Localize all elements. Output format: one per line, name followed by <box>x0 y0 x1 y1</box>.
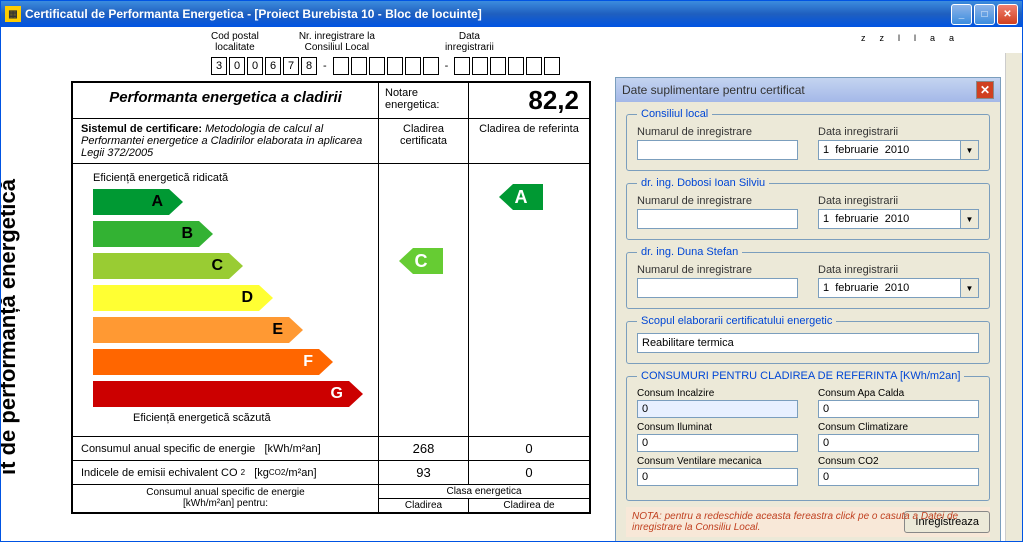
window-title: Certificatul de Performanta Energetica -… <box>25 7 482 21</box>
group-dobosi: dr. ing. Dobosi Ioan Silviu Numarul de i… <box>626 177 990 240</box>
consum-co2-input[interactable] <box>818 468 979 486</box>
postal-digit-box[interactable]: 7 <box>283 57 299 75</box>
consum-ventilare-input[interactable] <box>637 468 798 486</box>
date-digit-box[interactable] <box>544 57 560 75</box>
regdate-input-1[interactable] <box>818 140 961 160</box>
scope-input[interactable] <box>637 333 979 353</box>
consum-apacalda-input[interactable] <box>818 400 979 418</box>
class-arrow-b: B <box>93 221 213 247</box>
date-digit-box[interactable] <box>490 57 506 75</box>
marker-cert-col: C <box>379 164 469 436</box>
maximize-button[interactable]: □ <box>974 4 995 25</box>
vertical-scrollbar[interactable] <box>1005 53 1022 541</box>
digit-boxes-row: 300678-- <box>211 57 591 75</box>
class-arrow-e: E <box>93 317 303 343</box>
main-window: ▦ Certificatul de Performanta Energetica… <box>0 0 1023 542</box>
dialog-titlebar: Date suplimentare pentru certificat ✕ <box>616 78 1000 102</box>
postal-digit-box[interactable]: 0 <box>229 57 245 75</box>
side-title: ıt de performanță energetică <box>1 117 21 537</box>
eff-low-label: Eficiență energetică scăzută <box>133 412 368 424</box>
sub-label: Consumul anual specific de energie[kWh/m… <box>73 485 379 512</box>
date-digit-box[interactable] <box>508 57 524 75</box>
notare-value: 82,2 <box>469 83 589 118</box>
legend-consiliul: Consiliul local <box>637 108 712 120</box>
reg-digit-box[interactable] <box>333 57 349 75</box>
date-dropdown-2[interactable]: ▼ <box>961 209 979 229</box>
class-arrow-g: G <box>93 381 363 407</box>
sub-c1: Cladirea <box>379 499 469 512</box>
eff-high-label: Eficiență energetică ridicată <box>93 172 368 184</box>
legend-consum: CONSUMURI PENTRU CLADIREA DE REFERINTA [… <box>637 370 964 382</box>
postal-digit-box[interactable]: 0 <box>247 57 263 75</box>
header-regnum: Nr. inregistrare laConsiliul Local <box>299 31 375 53</box>
dialog-title: Date suplimentare pentru certificat <box>622 83 805 97</box>
close-button[interactable]: ✕ <box>997 4 1018 25</box>
group-duna: dr. ing. Duna Stefan Numarul de inregist… <box>626 246 990 309</box>
class-arrow-f: F <box>93 349 333 375</box>
sub-c2: Cladirea de <box>469 499 589 512</box>
class-arrow-c: C <box>93 253 243 279</box>
postal-digit-box[interactable]: 8 <box>301 57 317 75</box>
sub-top: Clasa energetica <box>379 485 589 499</box>
titlebar: ▦ Certificatul de Performanta Energetica… <box>1 1 1022 27</box>
regdate-input-3[interactable] <box>818 278 961 298</box>
metric2-label: Indicele de emisii echivalent CO 2 [kgCO… <box>73 461 379 484</box>
date-digit-box[interactable] <box>472 57 488 75</box>
certificate-box: Performanta energetica a cladirii Notare… <box>71 81 591 514</box>
reg-digit-box[interactable] <box>351 57 367 75</box>
regnum-input-3[interactable] <box>637 278 798 298</box>
marker-referinta: A <box>499 184 543 210</box>
reg-digit-box[interactable] <box>369 57 385 75</box>
consum-climatizare-input[interactable] <box>818 434 979 452</box>
regnum-input-2[interactable] <box>637 209 798 229</box>
metric2-v2: 0 <box>469 461 589 484</box>
legend-duna: dr. ing. Duna Stefan <box>637 246 742 258</box>
consum-iluminat-input[interactable] <box>637 434 798 452</box>
consum-incalzire-input[interactable] <box>637 400 798 418</box>
minimize-button[interactable]: _ <box>951 4 972 25</box>
date-dropdown-3[interactable]: ▼ <box>961 278 979 298</box>
regdate-label: Data inregistrarii <box>818 126 979 138</box>
app-icon: ▦ <box>5 6 21 22</box>
notare-label: Notare energetica: <box>379 83 469 118</box>
dialog-close-button[interactable]: ✕ <box>976 81 994 99</box>
col-referinta: Cladirea de referinta <box>469 119 589 163</box>
legend-scope: Scopul elaborarii certificatului energet… <box>637 315 836 327</box>
header-date: Datainregistrarii <box>445 31 494 53</box>
group-consiliul-local: Consiliul local Numarul de inregistrare … <box>626 108 990 171</box>
reg-digit-box[interactable] <box>387 57 403 75</box>
group-scope: Scopul elaborarii certificatului energet… <box>626 315 990 364</box>
certificate-area: Cod postallocalitate Nr. inregistrare la… <box>1 27 601 541</box>
efficiency-chart: Eficiență energetică ridicată ABCDEFG Ef… <box>73 164 379 436</box>
metric1-label: Consumul anual specific de energie [kWh/… <box>73 437 379 460</box>
metric1-v1: 268 <box>379 437 469 460</box>
postal-digit-box[interactable]: 6 <box>265 57 281 75</box>
regdate-input-2[interactable] <box>818 209 961 229</box>
content-area: Cod postallocalitate Nr. inregistrare la… <box>1 27 1022 541</box>
header-postal: Cod postallocalitate <box>211 31 259 53</box>
class-arrow-a: A <box>93 189 183 215</box>
reg-digit-box[interactable] <box>405 57 421 75</box>
supplementary-dialog: Date suplimentare pentru certificat ✕ Co… <box>615 77 1001 541</box>
system-text: Sistemul de certificare: Metodologia de … <box>73 119 379 163</box>
date-digit-box[interactable] <box>526 57 542 75</box>
metric1-v2: 0 <box>469 437 589 460</box>
class-arrow-d: D <box>93 285 273 311</box>
reg-digit-box[interactable] <box>423 57 439 75</box>
postal-digit-box[interactable]: 3 <box>211 57 227 75</box>
date-letter-labels: zzllaa <box>861 33 954 43</box>
metric2-v1: 93 <box>379 461 469 484</box>
marker-certificata: C <box>399 248 443 274</box>
regnum-input-1[interactable] <box>637 140 798 160</box>
cert-title: Performanta energetica a cladirii <box>73 83 379 118</box>
date-dropdown-1[interactable]: ▼ <box>961 140 979 160</box>
date-digit-box[interactable] <box>454 57 470 75</box>
col-certificata: Cladirea certificata <box>379 119 469 163</box>
group-consum: CONSUMURI PENTRU CLADIREA DE REFERINTA [… <box>626 370 990 501</box>
regnum-label: Numarul de inregistrare <box>637 126 798 138</box>
legend-dobosi: dr. ing. Dobosi Ioan Silviu <box>637 177 769 189</box>
marker-ref-col: A <box>469 164 589 436</box>
